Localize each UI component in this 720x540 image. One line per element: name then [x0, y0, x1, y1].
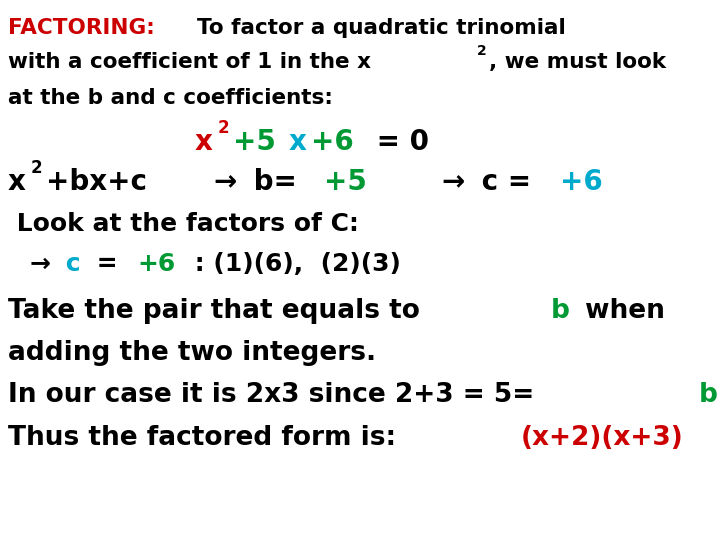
- Text: FACTORING:: FACTORING:: [8, 18, 155, 38]
- Text: In our case it is 2x3 since 2+3 = 5=: In our case it is 2x3 since 2+3 = 5=: [8, 382, 544, 408]
- Text: →: →: [214, 168, 237, 196]
- Text: +bx+c: +bx+c: [46, 168, 176, 196]
- Text: x: x: [8, 168, 26, 196]
- Text: x: x: [289, 128, 306, 156]
- Text: : (1)(6),  (2)(3): : (1)(6), (2)(3): [186, 252, 401, 276]
- Text: →: →: [441, 168, 465, 196]
- Text: Take the pair that equals to: Take the pair that equals to: [8, 298, 429, 324]
- Text: b=: b=: [243, 168, 306, 196]
- Text: when: when: [575, 298, 665, 324]
- Text: x: x: [195, 128, 213, 156]
- Text: +5: +5: [324, 168, 367, 196]
- Text: +6: +6: [137, 252, 176, 276]
- Text: with a coefficient of 1 in the x: with a coefficient of 1 in the x: [8, 52, 371, 72]
- Text: Thus the factored form is:: Thus the factored form is:: [8, 425, 405, 451]
- Text: = 0: = 0: [366, 128, 428, 156]
- Text: 2: 2: [218, 119, 230, 137]
- Text: at the b and c coefficients:: at the b and c coefficients:: [8, 88, 333, 108]
- Text: b: b: [699, 382, 718, 408]
- Text: , we must look: , we must look: [489, 52, 666, 72]
- Text: →: →: [30, 252, 51, 276]
- Text: 2: 2: [477, 44, 486, 58]
- Text: =: =: [88, 252, 126, 276]
- Text: 2: 2: [31, 159, 42, 177]
- Text: c =: c =: [472, 168, 541, 196]
- Text: (x+2)(x+3): (x+2)(x+3): [521, 425, 683, 451]
- Text: Look at the factors of C:: Look at the factors of C:: [8, 212, 359, 236]
- Text: b: b: [552, 298, 570, 324]
- Text: adding the two integers.: adding the two integers.: [8, 340, 376, 366]
- Text: +6: +6: [312, 128, 354, 156]
- Text: +5: +5: [233, 128, 276, 156]
- Text: +6: +6: [560, 168, 603, 196]
- Text: To factor a quadratic trinomial: To factor a quadratic trinomial: [197, 18, 566, 38]
- Text: c: c: [57, 252, 81, 276]
